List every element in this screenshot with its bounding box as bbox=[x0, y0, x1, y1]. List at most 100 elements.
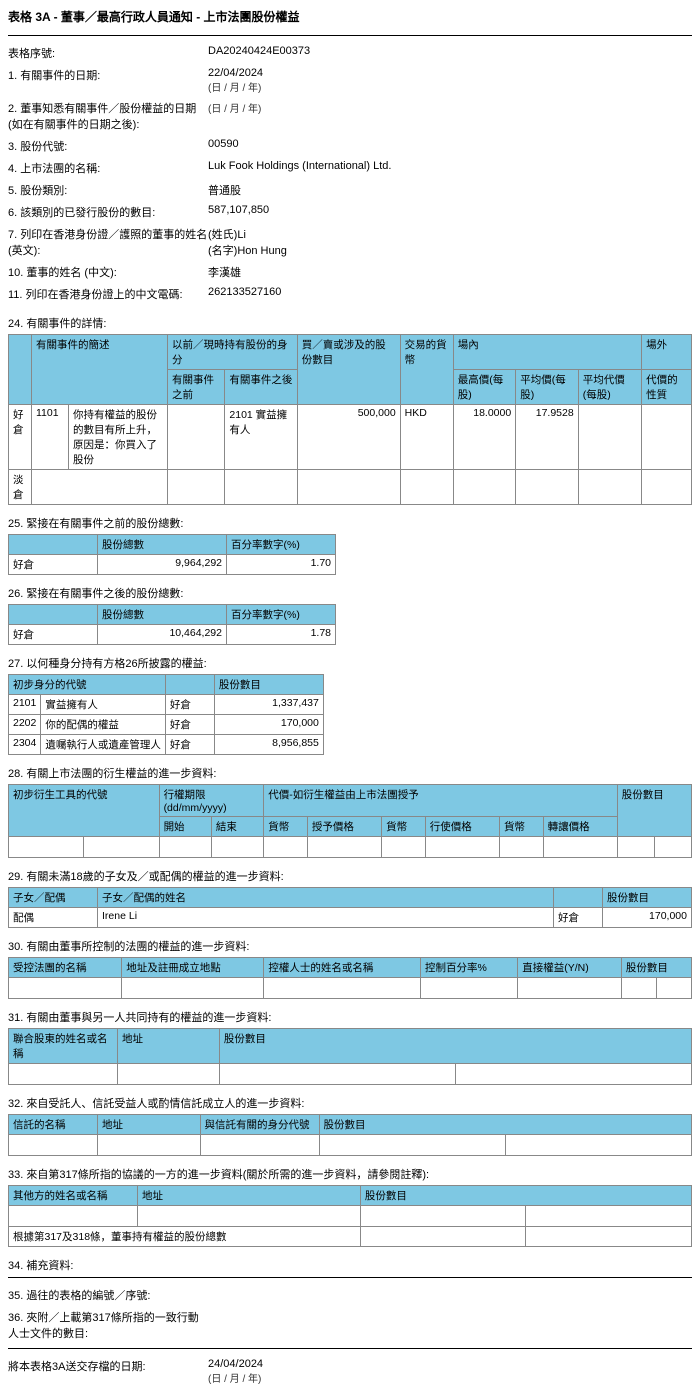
table-row bbox=[9, 1206, 692, 1227]
total: 9,964,292 bbox=[98, 555, 227, 575]
th: 股份數目 bbox=[219, 1029, 691, 1064]
table-32: 信託的名稱 地址 與信託有關的身分代號 股份數目 bbox=[8, 1114, 692, 1156]
label: 11. 列印在香港身份證上的中文電碼: bbox=[8, 286, 208, 302]
surname: (姓氏)Li bbox=[208, 229, 246, 241]
table-row: 2202 你的配偶的權益 好倉 170,000 bbox=[9, 715, 324, 735]
th: 直接權益(Y/N) bbox=[518, 958, 622, 978]
pos: 好倉 bbox=[165, 735, 214, 755]
label: 5. 股份類別: bbox=[8, 182, 208, 198]
th: 轉讓價格 bbox=[543, 817, 617, 837]
val: 170,000 bbox=[214, 715, 323, 735]
desc: 實益擁有人 bbox=[41, 695, 166, 715]
pos: 好倉 bbox=[554, 908, 603, 928]
val: 170,000 bbox=[603, 908, 692, 928]
value: (姓氏)Li (名字)Hon Hung bbox=[208, 226, 692, 258]
th: 與信託有關的身分代號 bbox=[200, 1115, 319, 1135]
footer-text: 根據第317及318條，董事持有權益的股份總數 bbox=[9, 1227, 361, 1247]
page-title: 表格 3A - 董事／最高行政人員通知 - 上市法團股份權益 bbox=[8, 8, 692, 25]
field-row: 36. 夾附／上載第317條所指的一致行動人士文件的數目: bbox=[8, 1306, 692, 1344]
label: 6. 該類別的已發行股份的數目: bbox=[8, 204, 208, 220]
given-name: (名字)Hon Hung bbox=[208, 245, 287, 257]
th: 股份數目 bbox=[319, 1115, 691, 1135]
label: 10. 董事的姓名 (中文): bbox=[8, 264, 208, 280]
value: 24/04/2024 (日 / 月 / 年) bbox=[208, 1358, 692, 1385]
table-row bbox=[9, 978, 692, 999]
divider bbox=[8, 1277, 692, 1278]
sub-text: (日 / 月 / 年) bbox=[208, 83, 261, 94]
code: 2304 bbox=[9, 735, 41, 755]
section-27-label: 27. 以何種身分持有方格26所披露的權益: bbox=[8, 655, 692, 671]
table-27: 初步身分的代號 股份數目 2101 實益擁有人 好倉 1,337,437 220… bbox=[8, 674, 324, 755]
field-row: 7. 列印在香港身份證／護照的董事的姓名(英文): (姓氏)Li (名字)Hon… bbox=[8, 223, 692, 261]
ccy: HKD bbox=[400, 405, 453, 470]
label: 2. 董事知悉有關事件／股份權益的日期(如在有關事件的日期之後): bbox=[8, 100, 208, 132]
field-row: 將本表格3A送交存檔的日期: 24/04/2024 (日 / 月 / 年) bbox=[8, 1355, 692, 1388]
th: 場外 bbox=[642, 335, 692, 370]
cap-code: 2101 bbox=[229, 409, 252, 421]
field-row: 6. 該類別的已發行股份的數目: 587,107,850 bbox=[8, 201, 692, 223]
value: 普通股 bbox=[208, 182, 692, 198]
th: 以前／現時持有股份的身分 bbox=[168, 335, 298, 370]
section-31-label: 31. 有關由董事與另一人共同持有的權益的進一步資料: bbox=[8, 1009, 692, 1025]
value: DA20240424E00373 bbox=[208, 45, 692, 61]
th: 結束 bbox=[211, 817, 263, 837]
th: 初步衍生工具的代號 bbox=[9, 785, 160, 837]
section-29-label: 29. 有關未滿18歲的子女及／或配偶的權益的進一步資料: bbox=[8, 868, 692, 884]
section-24-label: 24. 有關事件的詳情: bbox=[8, 315, 692, 331]
th: 最高價(每股) bbox=[453, 370, 516, 405]
pct: 1.78 bbox=[227, 625, 336, 645]
label: 35. 過往的表格的編號／序號: bbox=[8, 1287, 208, 1303]
table-row: 淡倉 bbox=[9, 470, 692, 505]
section-25-label: 25. 緊接在有關事件之前的股份總數: bbox=[8, 515, 692, 531]
table-24: 有關事件的簡述 以前／現時持有股份的身分 買／賣或涉及的股份數目 交易的貨幣 場… bbox=[8, 334, 692, 505]
th: 股份數目 bbox=[214, 675, 323, 695]
section-33-label: 33. 來自第317條所指的協議的一方的進一步資料(關於所需的進一步資料，請參閱… bbox=[8, 1166, 692, 1182]
th: 地址 bbox=[138, 1186, 361, 1206]
th: 平均價(每股) bbox=[516, 370, 579, 405]
section-30-label: 30. 有關由董事所控制的法團的權益的進一步資料: bbox=[8, 938, 692, 954]
field-row: 10. 董事的姓名 (中文): 李漢雄 bbox=[8, 261, 692, 283]
th: 貨幣 bbox=[382, 817, 426, 837]
divider bbox=[8, 1348, 692, 1349]
pos: 好倉 bbox=[165, 715, 214, 735]
label: 3. 股份代號: bbox=[8, 138, 208, 154]
table-row bbox=[9, 1064, 692, 1085]
sub-text: (日 / 月 / 年) bbox=[208, 100, 692, 132]
th: 平均代價(每股) bbox=[578, 370, 641, 405]
pos: 好倉 bbox=[9, 555, 98, 575]
th: 場內 bbox=[453, 335, 641, 370]
th: 有關事件之後 bbox=[225, 370, 297, 405]
th: 貨幣 bbox=[499, 817, 543, 837]
desc: 遺囑執行人或遺產管理人 bbox=[41, 735, 166, 755]
field-row: 5. 股份類別: 普通股 bbox=[8, 179, 692, 201]
th: 子女／配偶 bbox=[9, 888, 98, 908]
table-row: 好倉 9,964,292 1.70 bbox=[9, 555, 336, 575]
total: 10,464,292 bbox=[98, 625, 227, 645]
value: 22/04/2024 (日 / 月 / 年) bbox=[208, 67, 692, 94]
field-row: 11. 列印在香港身份證上的中文電碼: 262133527160 bbox=[8, 283, 692, 305]
val: 8,956,855 bbox=[214, 735, 323, 755]
pos: 好倉 bbox=[165, 695, 214, 715]
label: 表格序號: bbox=[8, 45, 208, 61]
table-25: 股份總數 百分率數字(%) 好倉 9,964,292 1.70 bbox=[8, 534, 336, 575]
divider bbox=[8, 35, 692, 36]
desc: 你持有權益的股份的數目有所上升，原因是：你買入了股份 bbox=[69, 405, 168, 470]
th: 交易的貨幣 bbox=[400, 335, 453, 405]
th: 開始 bbox=[159, 817, 211, 837]
th: 地址 bbox=[118, 1029, 220, 1064]
th: 信託的名稱 bbox=[9, 1115, 98, 1135]
section-32-label: 32. 來自受託人、信託受益人或酌情信託成立人的進一步資料: bbox=[8, 1095, 692, 1111]
th: 行權期限(dd/mm/yyyy) bbox=[159, 785, 264, 817]
pos-label: 好倉 bbox=[9, 405, 32, 470]
code: 2202 bbox=[9, 715, 41, 735]
th: 行使價格 bbox=[425, 817, 499, 837]
th: 百分率數字(%) bbox=[227, 605, 336, 625]
th: 買／賣或涉及的股份數目 bbox=[297, 335, 400, 405]
field-row: 表格序號: DA20240424E00373 bbox=[8, 42, 692, 64]
sub-text: (日 / 月 / 年) bbox=[208, 1374, 261, 1385]
code: 2101 bbox=[9, 695, 41, 715]
table-row: 好倉 1101 你持有權益的股份的數目有所上升，原因是：你買入了股份 2101 … bbox=[9, 405, 692, 470]
table-footer: 根據第317及318條，董事持有權益的股份總數 bbox=[9, 1227, 692, 1247]
th: 地址 bbox=[98, 1115, 201, 1135]
th: 地址及註冊成立地點 bbox=[122, 958, 264, 978]
